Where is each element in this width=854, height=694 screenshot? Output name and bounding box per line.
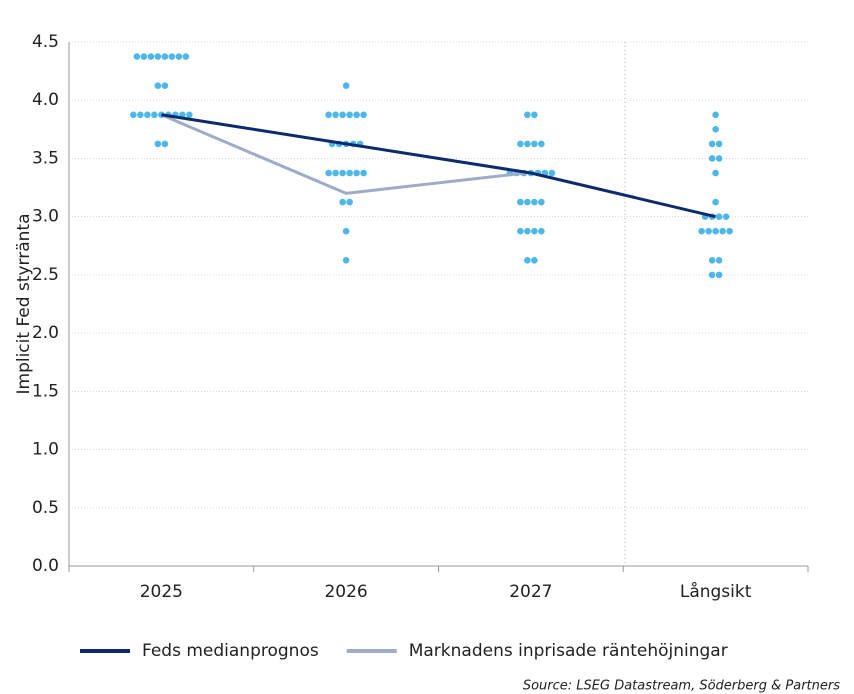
dot	[524, 111, 531, 119]
x-tick-label: 2027	[509, 582, 552, 602]
dot	[715, 140, 723, 148]
x-tick-label: 2025	[140, 582, 183, 602]
y-tick-label: 3.0	[32, 207, 59, 227]
dot	[524, 140, 531, 148]
dot	[538, 198, 545, 206]
dot	[698, 227, 705, 235]
dot	[531, 257, 538, 264]
dot	[353, 169, 360, 177]
dot	[147, 53, 155, 60]
dot	[325, 169, 332, 177]
dot	[175, 53, 183, 60]
dot	[342, 227, 350, 235]
dot	[538, 227, 545, 235]
dot	[705, 227, 712, 235]
y-tick-label: 0.0	[32, 556, 59, 576]
y-tick-label: 2.5	[32, 265, 59, 285]
dot	[360, 111, 367, 119]
y-tick-label: 1.0	[32, 440, 59, 460]
dot	[517, 140, 524, 148]
dot	[346, 111, 353, 119]
dot	[712, 227, 719, 235]
dot	[712, 169, 719, 177]
dot	[360, 169, 367, 177]
dot	[339, 198, 346, 206]
dot	[531, 111, 538, 119]
y-tick-label: 3.5	[32, 148, 59, 168]
dot	[715, 271, 723, 279]
dot	[342, 257, 350, 264]
dot	[332, 169, 339, 177]
dot	[517, 198, 524, 206]
dot	[524, 257, 531, 264]
y-tick-label: 1.5	[32, 381, 59, 401]
dot	[339, 169, 346, 177]
y-tick-label: 4.0	[32, 90, 59, 110]
dot	[353, 111, 360, 119]
legend-label: Marknadens inprisade räntehöjningar	[409, 641, 728, 661]
dot	[182, 53, 190, 60]
dot	[712, 198, 719, 206]
dot	[161, 82, 169, 89]
dot	[154, 140, 162, 148]
dot	[708, 257, 716, 264]
dot	[715, 257, 723, 264]
dot	[548, 169, 556, 177]
dot	[531, 227, 538, 235]
series-line	[160, 113, 532, 195]
dot	[712, 126, 719, 133]
dot	[708, 271, 716, 279]
series-line	[161, 113, 716, 219]
y-tick-label: 2.0	[32, 323, 59, 343]
dot	[130, 111, 137, 119]
dot	[339, 111, 346, 119]
dot	[524, 227, 531, 235]
dot	[517, 227, 524, 235]
dot	[708, 140, 716, 148]
dot	[538, 140, 545, 148]
dot	[531, 198, 538, 206]
dot	[154, 82, 162, 89]
dot	[168, 53, 176, 60]
dot	[332, 111, 339, 119]
dot	[346, 198, 353, 206]
dot	[144, 111, 151, 119]
dot	[325, 111, 332, 119]
dot	[708, 155, 716, 162]
dot	[712, 111, 719, 119]
dot	[133, 53, 141, 60]
legend-label: Feds medianprognos	[142, 641, 319, 661]
dot	[151, 111, 158, 119]
x-tick-label: 2026	[324, 582, 367, 602]
dot	[524, 198, 531, 206]
dot	[161, 140, 169, 148]
dot	[137, 111, 144, 119]
y-tick-label: 0.5	[32, 498, 59, 518]
dot	[140, 53, 148, 60]
dot	[186, 111, 193, 119]
dot	[531, 140, 538, 148]
dot	[715, 213, 723, 220]
dot	[722, 213, 730, 220]
dot	[161, 53, 169, 60]
dot	[719, 227, 726, 235]
y-tick-label: 4.5	[32, 32, 59, 52]
dot	[154, 53, 162, 60]
dot	[726, 227, 733, 235]
dot	[715, 155, 723, 162]
dot	[346, 169, 353, 177]
x-tick-label: Långsikt	[680, 581, 752, 602]
dot	[342, 82, 350, 89]
y-axis-label: Implicit Fed styrränta	[14, 214, 34, 395]
source: Source: LSEG Datastream, Söderberg & Par…	[523, 679, 840, 694]
